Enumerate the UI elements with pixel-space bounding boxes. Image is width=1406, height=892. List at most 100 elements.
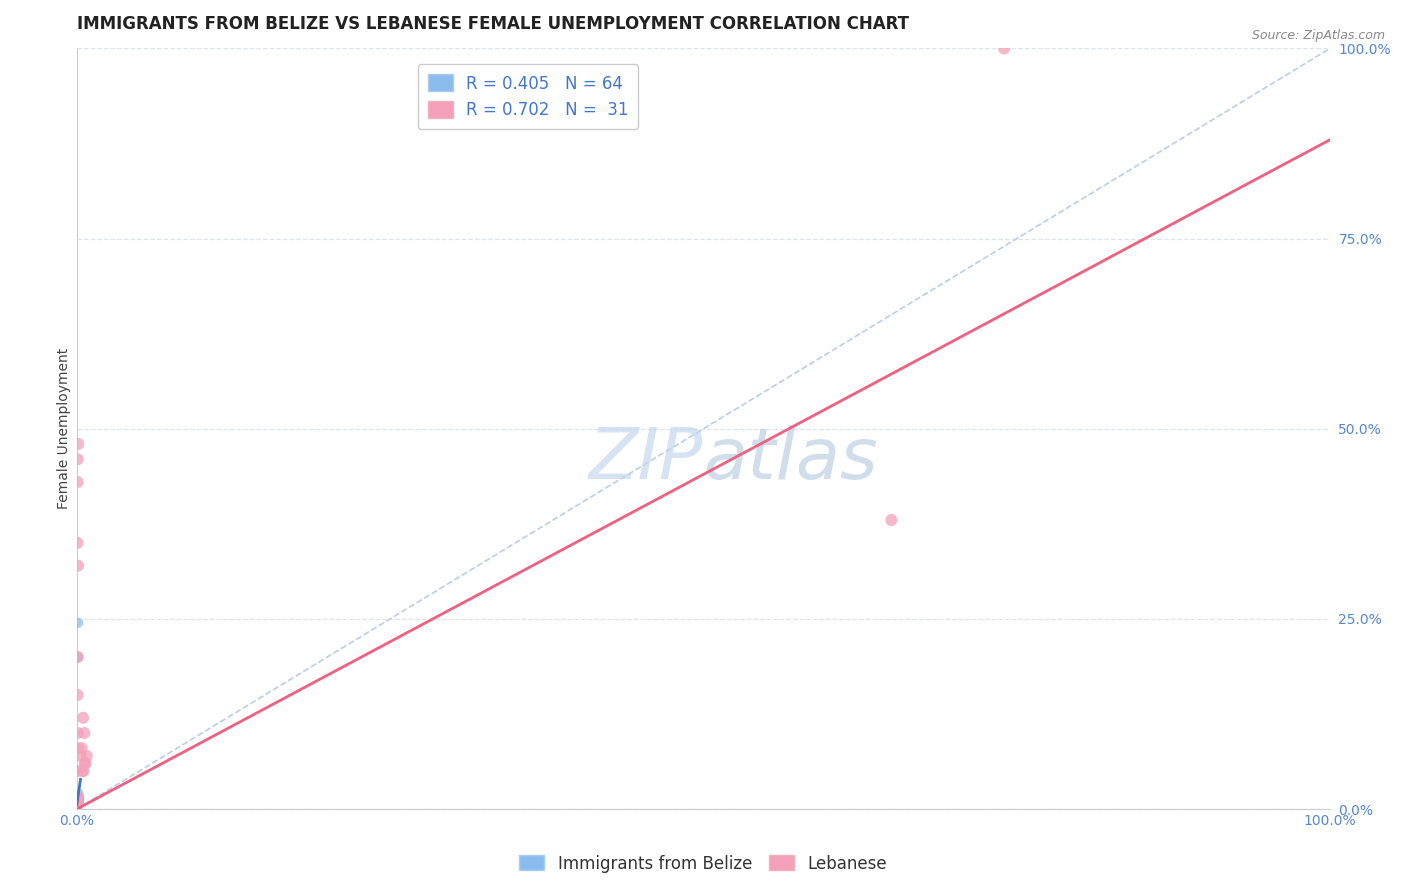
Lebanese [73,756,96,771]
Immigrants from Belize [66,796,89,810]
Immigrants from Belize [66,795,89,809]
Lebanese [72,711,94,725]
Immigrants from Belize [66,795,89,809]
Immigrants from Belize [66,798,89,813]
Text: atlas: atlas [703,425,877,493]
Immigrants from Belize [66,798,89,813]
Lebanese [66,452,89,467]
Text: IMMIGRANTS FROM BELIZE VS LEBANESE FEMALE UNEMPLOYMENT CORRELATION CHART: IMMIGRANTS FROM BELIZE VS LEBANESE FEMAL… [77,15,908,33]
Lebanese [66,795,89,809]
Lebanese [66,795,89,809]
Lebanese [66,536,89,550]
Lebanese [66,796,89,810]
Lebanese [66,558,89,573]
Lebanese [66,649,89,664]
Immigrants from Belize [67,795,90,809]
Immigrants from Belize [66,798,89,813]
Lebanese [66,688,89,702]
Immigrants from Belize [66,796,89,810]
Immigrants from Belize [66,798,89,813]
Immigrants from Belize [66,796,89,810]
Lebanese [75,756,97,771]
Immigrants from Belize [66,795,89,809]
Lebanese [66,793,89,807]
Text: Source: ZipAtlas.com: Source: ZipAtlas.com [1251,29,1385,42]
Lebanese [69,748,91,763]
Immigrants from Belize [67,795,90,809]
Lebanese [66,795,89,809]
Lebanese [66,793,89,807]
Immigrants from Belize [66,795,89,809]
Immigrants from Belize [66,796,89,810]
Immigrants from Belize [66,796,89,810]
Legend: R = 0.405   N = 64, R = 0.702   N =  31: R = 0.405 N = 64, R = 0.702 N = 31 [418,64,638,129]
Lebanese [67,790,90,805]
Lebanese [880,513,903,527]
Lebanese [72,764,94,778]
Immigrants from Belize [66,795,89,809]
Immigrants from Belize [66,795,89,809]
Lebanese [67,741,90,756]
Immigrants from Belize [66,796,89,810]
Lebanese [66,726,89,740]
Immigrants from Belize [67,795,90,809]
Immigrants from Belize [66,795,89,809]
Immigrants from Belize [66,795,89,809]
Immigrants from Belize [67,796,90,810]
Lebanese [66,764,89,778]
Immigrants from Belize [66,796,89,810]
Immigrants from Belize [66,795,89,809]
Immigrants from Belize [66,798,89,813]
Immigrants from Belize [66,796,89,810]
Immigrants from Belize [67,793,90,807]
Immigrants from Belize [66,798,89,813]
Immigrants from Belize [66,790,89,805]
Y-axis label: Female Unemployment: Female Unemployment [58,348,72,509]
Immigrants from Belize [66,795,89,809]
Immigrants from Belize [66,798,89,813]
Immigrants from Belize [66,798,89,813]
Immigrants from Belize [66,796,89,810]
Immigrants from Belize [66,798,89,813]
Immigrants from Belize [66,796,89,810]
Immigrants from Belize [66,795,89,809]
Immigrants from Belize [66,790,89,805]
Immigrants from Belize [66,798,89,813]
Immigrants from Belize [66,796,89,810]
Immigrants from Belize [66,795,89,809]
Lebanese [66,475,89,489]
Immigrants from Belize [66,795,89,809]
Immigrants from Belize [67,795,90,809]
Immigrants from Belize [67,787,90,801]
Lebanese [73,726,96,740]
Immigrants from Belize [66,798,89,813]
Lebanese [66,796,89,810]
Immigrants from Belize [66,795,89,809]
Immigrants from Belize [66,796,89,810]
Immigrants from Belize [66,796,89,810]
Immigrants from Belize [66,796,89,810]
Immigrants from Belize [67,795,90,809]
Immigrants from Belize [66,796,89,810]
Immigrants from Belize [66,796,89,810]
Lebanese [72,764,94,778]
Immigrants from Belize [66,798,89,813]
Lebanese [76,748,98,763]
Lebanese [66,795,89,809]
Legend: Immigrants from Belize, Lebanese: Immigrants from Belize, Lebanese [513,848,893,880]
Immigrants from Belize [66,796,89,810]
Immigrants from Belize [66,795,89,809]
Lebanese [70,741,93,756]
Immigrants from Belize [66,798,89,813]
Immigrants from Belize [67,790,90,805]
Text: ZIP: ZIP [589,425,703,493]
Immigrants from Belize [66,649,89,664]
Lebanese [66,790,89,805]
Immigrants from Belize [66,795,89,809]
Immigrants from Belize [66,796,89,810]
Lebanese [993,41,1015,55]
Immigrants from Belize [66,798,89,813]
Lebanese [67,437,90,451]
Immigrants from Belize [66,796,89,810]
Immigrants from Belize [66,796,89,810]
